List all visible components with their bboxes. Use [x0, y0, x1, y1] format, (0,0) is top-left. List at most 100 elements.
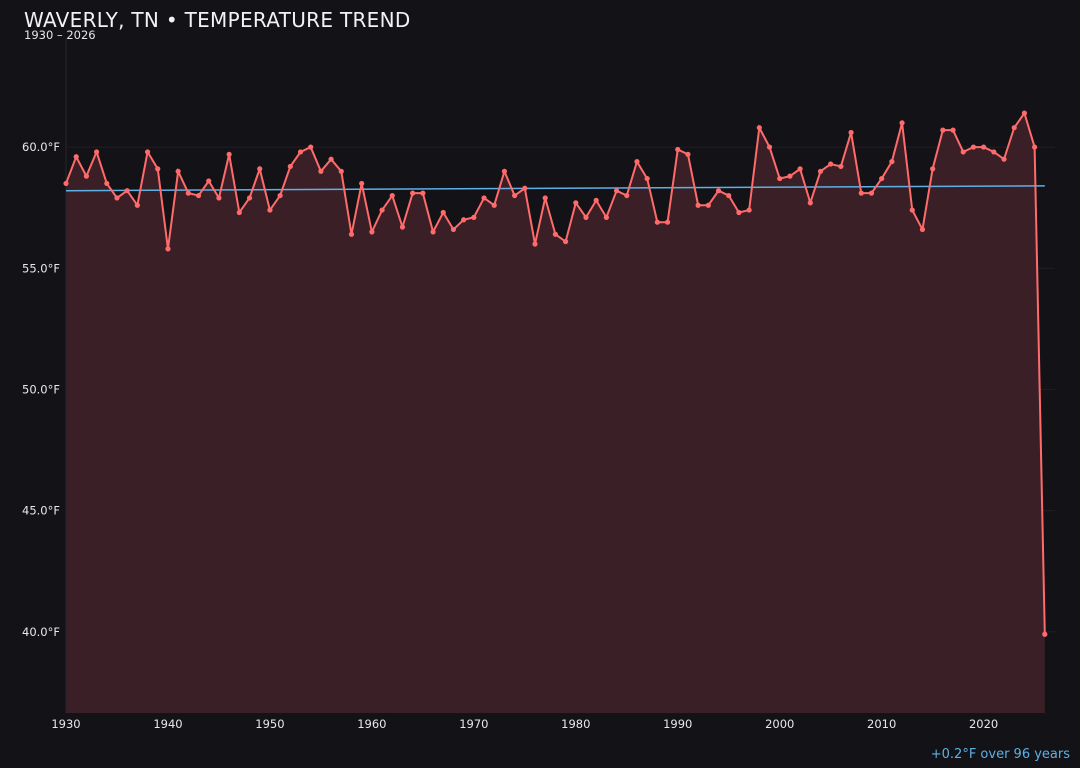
y-tick-labels: 40.0°F 45.0°F 50.0°F 55.0°F 60.0°F — [22, 140, 60, 639]
data-point — [236, 209, 242, 216]
y-tick-label: 45.0°F — [22, 504, 60, 518]
data-point — [593, 197, 599, 203]
data-point — [389, 192, 395, 199]
data-point — [328, 156, 334, 162]
data-point — [930, 166, 936, 172]
data-point — [216, 195, 222, 201]
data-point — [909, 207, 915, 213]
data-point — [512, 192, 518, 199]
x-tick-label: 1930 — [51, 717, 80, 731]
data-point — [1032, 144, 1038, 150]
data-point — [899, 120, 905, 126]
data-point — [817, 168, 824, 174]
y-tick-label: 55.0°F — [22, 261, 60, 275]
data-point — [715, 188, 722, 194]
x-tick-label: 1970 — [459, 717, 488, 731]
data-point — [338, 168, 344, 174]
chart-title: WAVERLY, TN • TEMPERATURE TREND — [24, 8, 411, 32]
data-point — [73, 154, 79, 160]
data-point — [919, 226, 926, 233]
data-point — [777, 175, 783, 182]
data-point — [267, 207, 273, 213]
data-point — [848, 129, 854, 136]
data-point — [1042, 631, 1048, 637]
data-point — [155, 166, 161, 172]
data-point — [664, 219, 671, 225]
data-point — [889, 159, 895, 165]
data-point — [410, 190, 416, 196]
data-point — [481, 195, 487, 201]
x-tick-label: 1990 — [663, 717, 692, 731]
data-point — [766, 144, 773, 150]
y-tick-label: 60.0°F — [22, 140, 60, 154]
data-point — [624, 192, 630, 199]
data-point — [226, 151, 232, 157]
data-point — [501, 168, 508, 174]
data-point — [940, 127, 946, 133]
data-point — [562, 238, 569, 245]
data-point — [522, 185, 528, 191]
data-point — [297, 149, 304, 155]
data-point — [369, 229, 375, 235]
data-point — [644, 175, 650, 182]
data-point — [461, 217, 467, 223]
data-point — [318, 168, 324, 174]
y-tick-label: 40.0°F — [22, 625, 60, 639]
data-point — [654, 219, 660, 225]
data-point — [399, 224, 406, 230]
data-point — [277, 192, 283, 199]
data-point — [134, 202, 140, 208]
data-point — [348, 231, 355, 237]
data-point — [114, 195, 120, 201]
data-point — [1011, 125, 1017, 131]
data-point — [868, 190, 875, 196]
data-point — [379, 207, 385, 213]
data-point — [726, 192, 732, 199]
data-points — [63, 110, 1048, 637]
x-tick-label: 1950 — [255, 717, 284, 731]
data-point — [185, 190, 191, 196]
data-point — [960, 149, 966, 155]
data-point — [471, 214, 477, 220]
data-point — [858, 190, 864, 196]
x-tick-label: 2020 — [969, 717, 998, 731]
x-tick-label: 2000 — [765, 717, 794, 731]
x-tick-label: 1960 — [357, 717, 386, 731]
data-point — [634, 159, 640, 165]
data-point — [991, 149, 997, 155]
data-point — [542, 195, 548, 201]
data-point — [430, 229, 436, 235]
data-point — [206, 178, 212, 184]
data-point — [165, 246, 171, 252]
data-point — [838, 163, 844, 170]
data-point — [308, 144, 314, 150]
data-point — [705, 202, 711, 208]
data-point — [246, 195, 253, 201]
data-point — [981, 144, 987, 150]
data-point — [583, 214, 589, 220]
data-point — [257, 166, 263, 172]
data-point — [613, 188, 620, 194]
trend-annotation: +0.2°F over 96 years — [930, 747, 1070, 762]
x-tick-labels: 1930 1940 1950 1960 1970 1980 1990 2000 2010 2020 — [51, 717, 998, 731]
data-point — [756, 125, 762, 131]
data-point — [573, 200, 579, 206]
data-point — [879, 175, 885, 182]
data-point — [685, 151, 691, 157]
data-point — [175, 168, 181, 174]
data-point — [83, 173, 89, 179]
data-point — [603, 214, 609, 220]
data-point — [675, 146, 681, 153]
data-point — [144, 149, 151, 155]
data-point — [1021, 110, 1028, 116]
x-tick-label: 1940 — [153, 717, 182, 731]
data-point — [970, 144, 977, 150]
data-point — [63, 180, 69, 187]
data-point — [807, 200, 813, 206]
data-point — [797, 166, 803, 172]
data-point — [491, 202, 497, 208]
data-point — [552, 231, 559, 237]
data-point — [195, 192, 202, 199]
data-point — [532, 241, 538, 247]
